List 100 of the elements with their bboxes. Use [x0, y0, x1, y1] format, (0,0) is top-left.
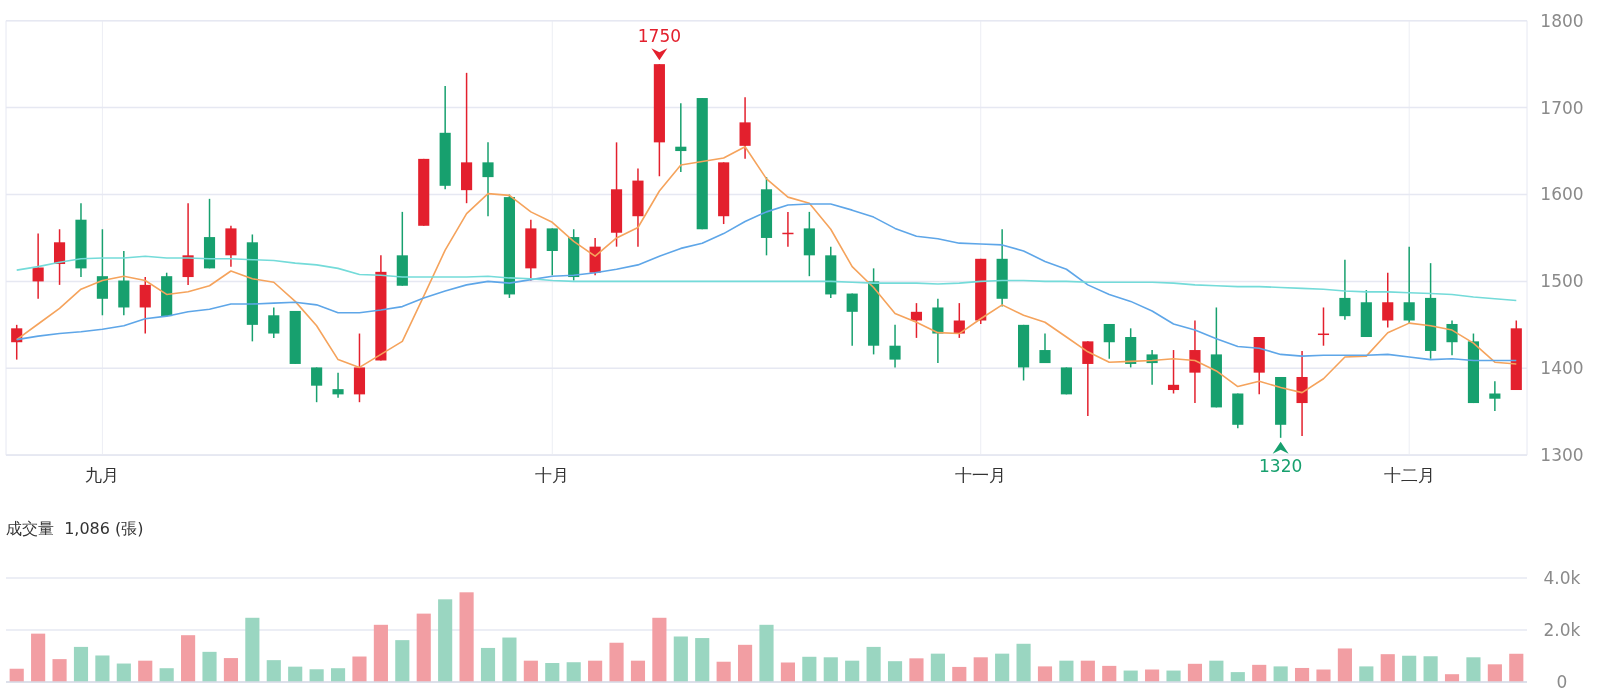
- bar: [695, 638, 710, 682]
- bar: [845, 660, 860, 682]
- candlestick: [739, 96, 751, 160]
- bar: [31, 633, 46, 682]
- bar: [1466, 657, 1481, 682]
- bar: [373, 624, 388, 682]
- candlestick: [675, 102, 687, 173]
- bar: [95, 655, 110, 682]
- candlestick: [311, 366, 323, 403]
- y-tick-label: 2.0k: [1543, 619, 1581, 640]
- bar: [759, 624, 774, 682]
- bar: [566, 662, 581, 682]
- x-tick-label: 九月: [85, 465, 120, 486]
- bar: [866, 646, 881, 682]
- bar: [588, 660, 603, 682]
- bar: [995, 653, 1010, 682]
- bar: [288, 666, 303, 682]
- bar: [545, 663, 560, 682]
- bar: [1252, 664, 1267, 682]
- bar: [309, 669, 324, 682]
- bar: [1487, 664, 1502, 682]
- bar: [738, 644, 753, 682]
- bar: [159, 668, 174, 682]
- candlestick: [889, 324, 901, 369]
- candlestick: [1039, 332, 1051, 364]
- bar: [266, 660, 281, 682]
- candlestick: [1167, 349, 1180, 395]
- bar: [138, 660, 153, 682]
- bar: [1423, 656, 1438, 682]
- bar: [1230, 672, 1245, 682]
- bar: [952, 666, 967, 682]
- bar: [1316, 669, 1331, 682]
- bar: [1509, 653, 1524, 682]
- candlestick: [1382, 271, 1394, 329]
- bar: [716, 661, 731, 682]
- bar: [630, 660, 646, 682]
- bar: [438, 599, 453, 682]
- candlestick: [182, 202, 194, 286]
- bar: [1402, 655, 1417, 682]
- y-tick-label: 1800: [1540, 10, 1584, 31]
- annotation: 1750: [637, 26, 682, 47]
- bar: [202, 651, 217, 682]
- candlestick: [1403, 245, 1415, 325]
- y-tick-label: 1500: [1540, 271, 1584, 292]
- bar: [973, 657, 988, 682]
- bar: [1359, 666, 1374, 682]
- bar: [1059, 660, 1074, 682]
- bar: [802, 656, 817, 682]
- bar: [1337, 648, 1352, 682]
- candlestick: [32, 232, 44, 300]
- x-tick-label: 十二月: [1383, 465, 1435, 486]
- bar: [502, 637, 517, 682]
- bar: [609, 642, 624, 682]
- chart-title: 成交量 1,086 (張): [6, 519, 144, 538]
- bar: [223, 658, 239, 682]
- bar: [459, 592, 474, 682]
- candlestick: [546, 227, 558, 277]
- candlestick: [53, 228, 66, 286]
- candlestick: [1339, 258, 1351, 321]
- candlestick: [1082, 340, 1094, 417]
- candlestick: [846, 292, 858, 347]
- bar: [1102, 665, 1117, 682]
- bar: [480, 647, 496, 682]
- bar: [1273, 666, 1288, 682]
- bar: [330, 668, 346, 682]
- candlestick: [139, 276, 151, 335]
- candlestick: [1446, 319, 1458, 357]
- candlestick: [1103, 323, 1115, 360]
- bar: [780, 662, 795, 682]
- bar: [116, 663, 131, 682]
- bar: [73, 646, 89, 682]
- candlestick: [96, 228, 108, 317]
- bar: [1080, 660, 1095, 682]
- y-tick-label: 1600: [1540, 184, 1584, 205]
- bar: [673, 636, 688, 682]
- bar: [1380, 654, 1395, 682]
- bar: [823, 657, 838, 682]
- y-tick-label: 0: [1556, 671, 1568, 692]
- bar: [9, 668, 24, 682]
- candlestick: [1189, 319, 1201, 404]
- bar: [181, 635, 196, 682]
- bar: [1294, 667, 1310, 682]
- candlestick: [332, 371, 344, 399]
- candlestick: [1489, 380, 1501, 412]
- bar: [416, 613, 431, 682]
- y-tick-label: 4.0k: [1543, 567, 1581, 588]
- candlestick: [482, 141, 494, 217]
- bar: [930, 653, 945, 682]
- bar: [1016, 643, 1031, 682]
- bar: [909, 658, 924, 682]
- bar: [52, 659, 67, 682]
- y-tick-label: 1700: [1540, 97, 1584, 118]
- bar: [1209, 660, 1224, 682]
- bar: [1187, 663, 1203, 682]
- bar: [395, 640, 410, 682]
- candlestick: [910, 302, 923, 339]
- y-tick-label: 1400: [1540, 358, 1584, 379]
- x-tick-label: 十一月: [955, 465, 1007, 486]
- bar: [1166, 670, 1181, 682]
- bar: [245, 617, 260, 682]
